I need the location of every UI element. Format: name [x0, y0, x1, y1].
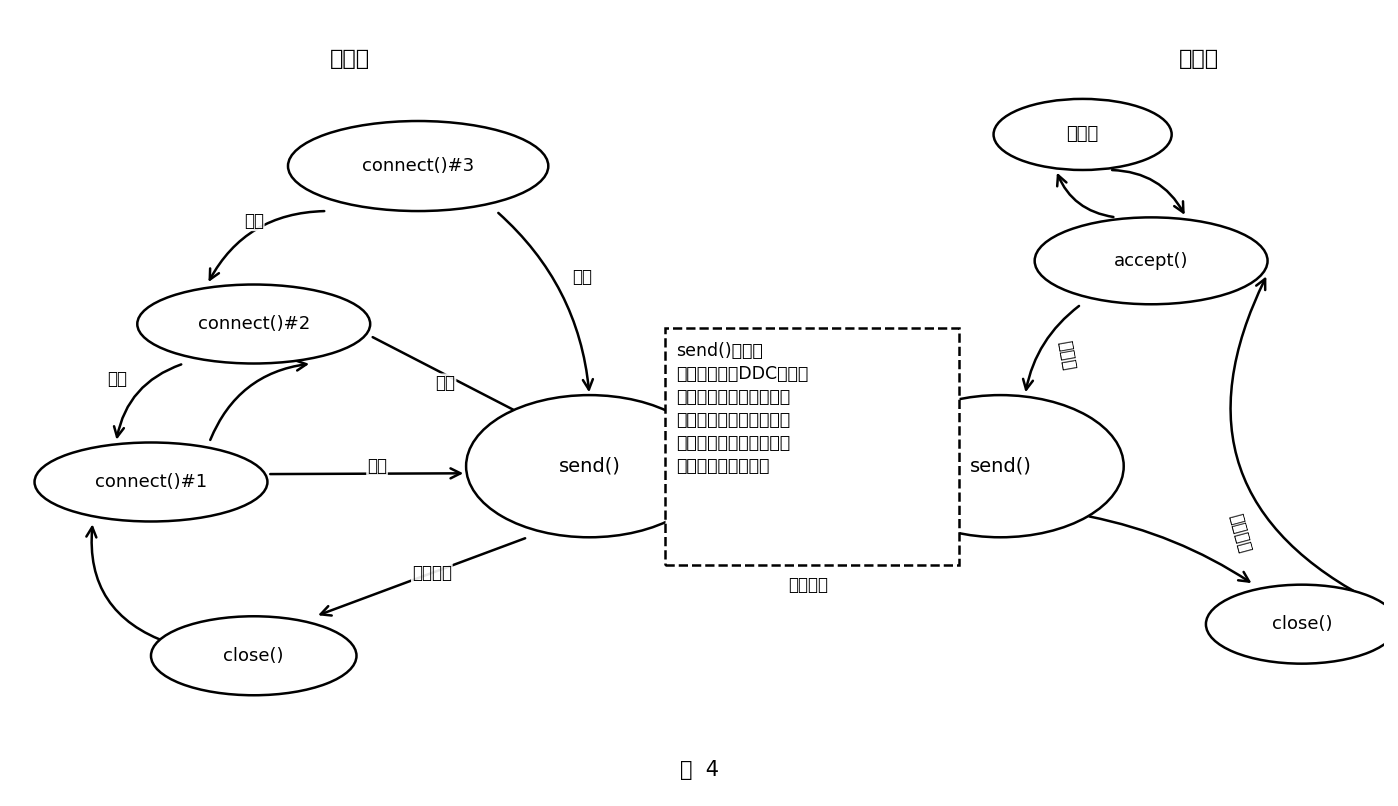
Text: connect()#3: connect()#3	[362, 157, 474, 175]
Ellipse shape	[466, 395, 713, 538]
Text: 成功: 成功	[573, 268, 593, 285]
Text: 无连接: 无连接	[1067, 126, 1099, 143]
FancyBboxPatch shape	[665, 328, 959, 565]
Ellipse shape	[137, 285, 370, 364]
Text: close(): close()	[1272, 615, 1332, 634]
Text: send()状态：
每查询完一个DDC子站，
即将变化的设备状态数据
块发送给管理计算机；如
无状态变化，则间隔一定
时间，发送空数据报: send()状态： 每查询完一个DDC子站， 即将变化的设备状态数据 块发送给管…	[675, 343, 808, 475]
Text: accept(): accept()	[1114, 251, 1188, 270]
Text: 图  4: 图 4	[679, 760, 719, 780]
Text: close(): close()	[224, 646, 284, 665]
Ellipse shape	[35, 442, 267, 521]
Ellipse shape	[288, 121, 548, 211]
Text: 发送失败: 发送失败	[1226, 512, 1254, 555]
Text: 发送成功: 发送成功	[795, 457, 836, 476]
Ellipse shape	[1035, 218, 1268, 304]
Text: 发送成功: 发送成功	[788, 575, 829, 594]
Ellipse shape	[151, 617, 356, 696]
Text: 客户端: 客户端	[330, 49, 369, 69]
Text: send(): send()	[558, 457, 621, 476]
Ellipse shape	[1206, 584, 1398, 663]
Text: connect()#1: connect()#1	[95, 473, 207, 491]
Text: 失败: 失败	[106, 370, 127, 388]
Text: 成功: 成功	[368, 457, 387, 476]
Ellipse shape	[994, 99, 1172, 170]
Text: 成功: 成功	[436, 374, 456, 393]
Ellipse shape	[877, 395, 1124, 538]
Text: connect()#2: connect()#2	[197, 315, 310, 333]
Text: 有连接: 有连接	[1054, 339, 1078, 372]
Text: 失败: 失败	[243, 212, 264, 231]
Text: 发送失败: 发送失败	[412, 564, 452, 582]
Text: send(): send()	[969, 457, 1032, 476]
Text: 服务器: 服务器	[1179, 49, 1219, 69]
